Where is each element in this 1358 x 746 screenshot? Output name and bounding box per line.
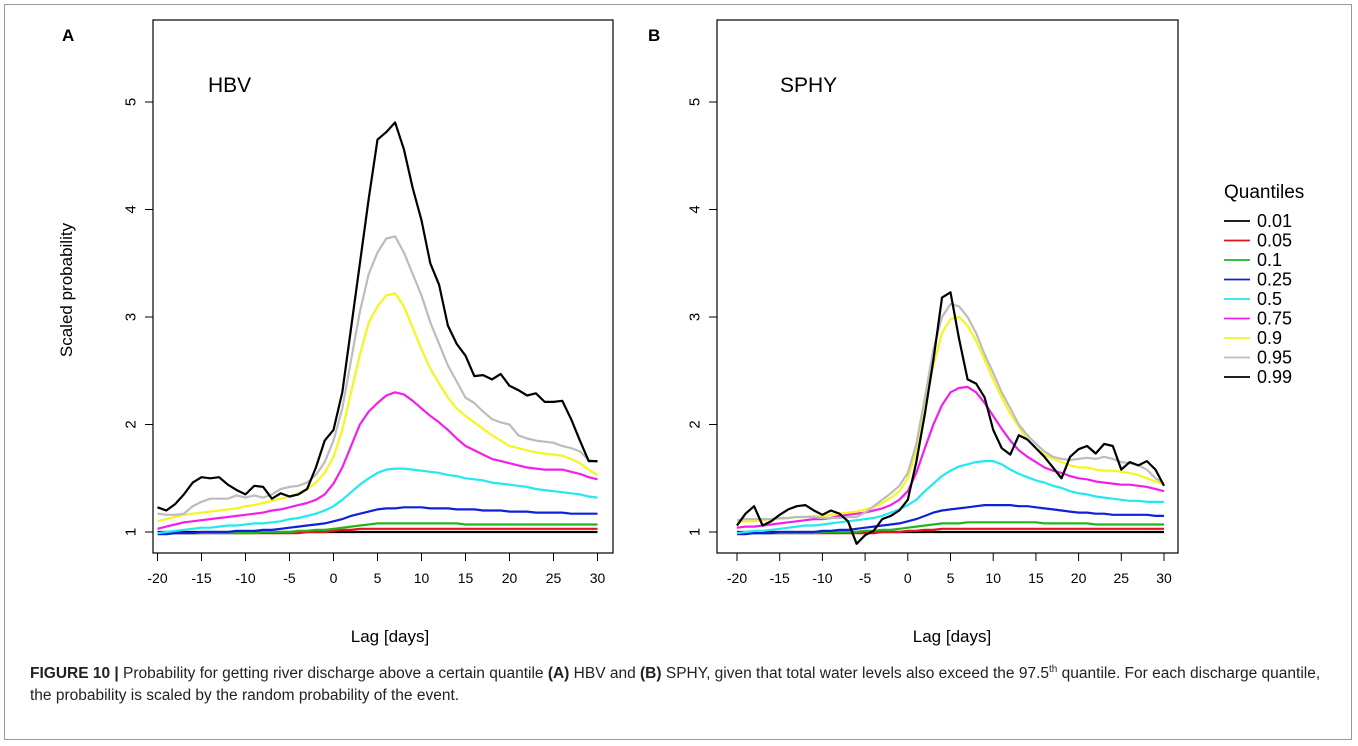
- caption-figure-label: FIGURE 10 |: [30, 665, 119, 682]
- x-tick-label-b-6: 10: [985, 570, 1001, 586]
- y-tick-label-a-3: 4: [123, 205, 140, 213]
- caption-text-4: quantile. For each discharge quantile, t…: [30, 665, 1321, 704]
- x-tick-label-b-0: -20: [727, 570, 747, 586]
- series-line-a-q0_25: [157, 506, 598, 536]
- caption-panel-a-ref: (A): [547, 665, 570, 682]
- series-line-b-q0_95: [736, 303, 1165, 522]
- series-line-b-q0_25: [737, 504, 1164, 536]
- panel-title-a: HBV: [208, 74, 251, 97]
- x-tick-label-a-5: 5: [374, 570, 382, 586]
- x-tick-label-b-5: 5: [947, 570, 955, 586]
- legend-items: 0.010.050.10.250.50.750.90.950.99: [1224, 211, 1292, 387]
- x-tick-label-b-1: -15: [770, 570, 790, 586]
- series-line-b-q0_99: [736, 291, 1165, 545]
- x-tick-label-b-9: 25: [1114, 570, 1130, 586]
- series-line-a-q0_5: [157, 467, 598, 535]
- series-line-a-q0_99: [157, 121, 598, 512]
- x-tick-label-a-1: -15: [191, 570, 211, 586]
- legend-label-2: 0.1: [1257, 250, 1282, 270]
- y-tick-label-b-1: 2: [687, 420, 704, 428]
- caption-panel-b-ref: (B): [640, 665, 662, 682]
- series-line-a-q0_9: [157, 292, 599, 523]
- caption-text-3: SPHY, given that total water levels also…: [661, 665, 1049, 682]
- caption-superscript: th: [1049, 663, 1058, 675]
- x-tick-label-b-3: -5: [859, 570, 872, 586]
- x-tick-label-a-0: -20: [147, 570, 167, 586]
- plot-area-b: -20 -15 -10 -5 0 5 10 15 20 25 30 1 2 3 4 5: [687, 19, 1179, 586]
- y-tick-label-b-2: 3: [687, 313, 704, 321]
- legend-label-1: 0.05: [1257, 231, 1292, 251]
- series-line-b-q0_5: [736, 460, 1164, 535]
- x-tick-label-b-4: 0: [904, 570, 912, 586]
- x-tick-label-a-6: 10: [414, 570, 430, 586]
- y-tick-label-a-1: 2: [123, 420, 140, 428]
- plot-area-a: -20 -15 -10 -5 0 5 10 15 20 25 30 1 2 3 4 5: [123, 19, 614, 586]
- x-tick-label-a-3: -5: [283, 570, 296, 586]
- panel-title-b: SPHY: [780, 74, 837, 97]
- figure-caption: FIGURE 10 | Probability for getting rive…: [30, 663, 1330, 707]
- series-line-b-q0_9: [736, 315, 1165, 524]
- legend-label-3: 0.25: [1257, 270, 1292, 290]
- x-tick-label-a-4: 0: [330, 570, 338, 586]
- plot-frame-a: [152, 19, 614, 554]
- panel-label-b: B: [648, 26, 660, 45]
- legend-title: Quantiles: [1224, 182, 1304, 203]
- legend: Quantiles 0.010.050.10.250.50.750.90.950…: [1224, 182, 1304, 387]
- panel-b: B SPHY Lag [days] -20 -15 -10 -5 0 5 10 15 20 25 3…: [648, 19, 1179, 646]
- y-tick-label-b-3: 4: [687, 205, 704, 213]
- legend-label-7: 0.95: [1257, 348, 1292, 368]
- x-tick-label-b-8: 20: [1071, 570, 1087, 586]
- series-line-a-q0_75: [157, 391, 598, 530]
- x-axis-label-a: Lag [days]: [351, 627, 429, 646]
- series-line-a-q0_95: [157, 235, 598, 516]
- legend-label-8: 0.99: [1257, 367, 1292, 387]
- x-tick-label-b-7: 15: [1028, 570, 1044, 586]
- panel-label-a: A: [62, 26, 74, 45]
- x-tick-label-a-10: 30: [590, 570, 606, 586]
- x-axis-label-b: Lag [days]: [913, 627, 991, 646]
- x-tick-label-a-2: -10: [235, 570, 255, 586]
- x-tick-label-b-10: 30: [1156, 570, 1172, 586]
- legend-label-4: 0.5: [1257, 289, 1282, 309]
- y-tick-label-b-0: 1: [687, 528, 704, 536]
- figure-frame: [4, 4, 1352, 740]
- y-axis-label-a: Scaled probability: [57, 222, 76, 357]
- x-tick-label-b-2: -10: [812, 570, 832, 586]
- y-tick-label-a-4: 5: [123, 98, 140, 106]
- x-tick-label-a-7: 15: [458, 570, 474, 586]
- y-tick-label-b-4: 5: [687, 98, 704, 106]
- series-line-b-q0_75: [736, 385, 1165, 529]
- plot-frame-b: [716, 19, 1179, 554]
- legend-label-0: 0.01: [1257, 211, 1292, 231]
- legend-label-5: 0.75: [1257, 309, 1292, 329]
- x-tick-label-a-9: 25: [546, 570, 562, 586]
- panel-a: A HBV Lag [days] Scaled probability -20-…: [57, 19, 614, 646]
- y-tick-label-a-0: 1: [123, 528, 140, 536]
- x-tick-label-a-8: 20: [502, 570, 518, 586]
- y-tick-label-a-2: 3: [123, 313, 140, 321]
- caption-text-1: Probability for getting river discharge …: [118, 665, 548, 682]
- series-line-a-q0_1: [157, 522, 598, 535]
- legend-label-6: 0.9: [1257, 328, 1282, 348]
- caption-text-2: HBV and: [569, 665, 641, 682]
